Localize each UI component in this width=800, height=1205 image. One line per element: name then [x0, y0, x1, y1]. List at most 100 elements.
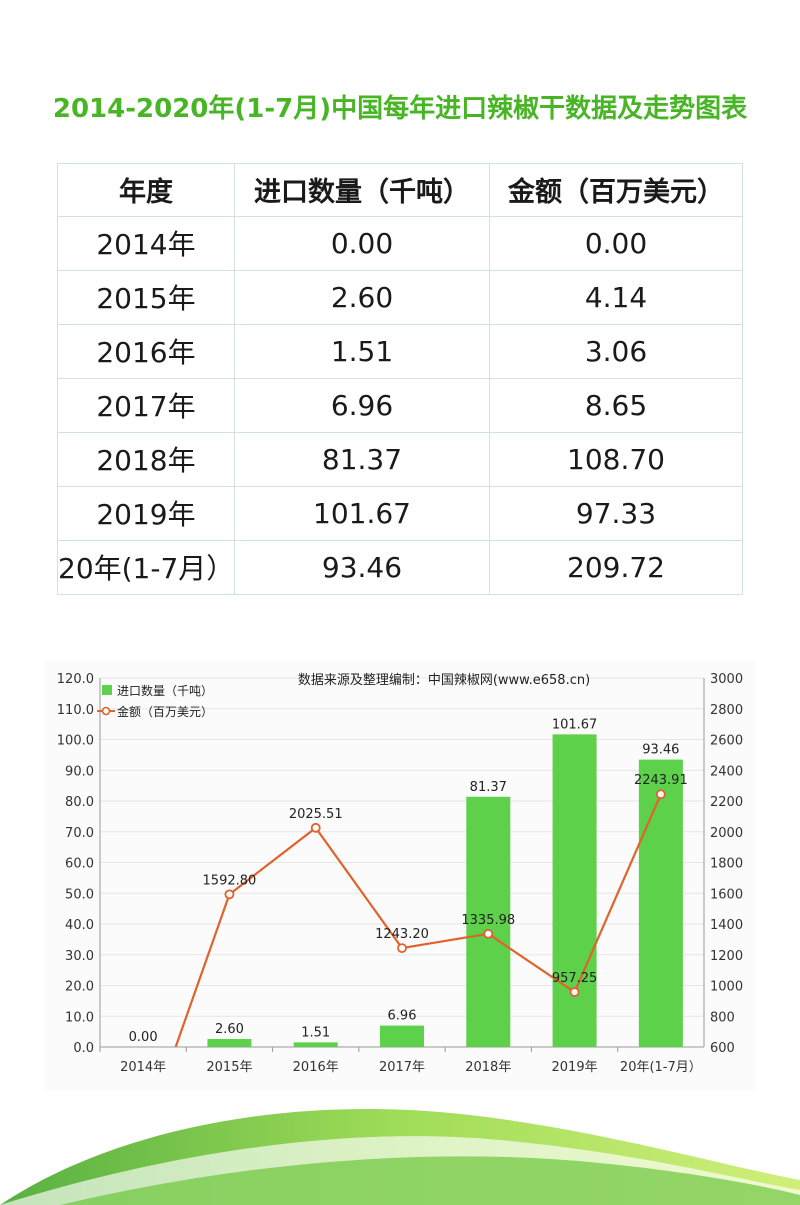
legend-label-bar: 进口数量（千吨）	[117, 683, 213, 698]
y-right-tick-label: 1600	[710, 887, 743, 902]
decorative-swoosh	[0, 1109, 800, 1205]
table-row: 2018年 81.37 108.70	[57, 431, 743, 487]
y-left-tick-label: 10.0	[65, 1010, 94, 1025]
line-data-label: 1243.20	[375, 927, 429, 942]
y-right-tick-label: 800	[710, 1010, 735, 1025]
line-data-label: 2025.51	[289, 807, 343, 822]
cell-amount: 97.33	[489, 485, 743, 541]
y-right-tick-label: 1800	[710, 857, 743, 872]
y-left-tick-label: 110.0	[57, 703, 94, 718]
table-row: 20年(1-7月） 93.46 209.72	[57, 539, 743, 596]
y-left-tick-label: 80.0	[65, 795, 94, 810]
cell-amount: 3.06	[489, 323, 743, 379]
y-right-tick-label: 600	[710, 1041, 735, 1056]
bar-data-label: 0.00	[129, 1030, 158, 1045]
combo-chart: 0.0 10.0 20.0 30.0 40.0 50.0 60.0 70.0 80.0 90.0 1…	[57, 672, 743, 1075]
y-left-tick-label: 20.0	[65, 980, 94, 995]
table-row: 2017年 6.96 8.65	[57, 377, 743, 433]
y-left-tick-label: 120.0	[57, 672, 94, 687]
chart-source-note: 数据来源及整理编制：中国辣椒网(www.e658.cn)	[298, 673, 590, 688]
y-right-tick-label: 3000	[710, 672, 743, 687]
line-data-label: 957.25	[552, 971, 598, 986]
y-right-tick-label: 2000	[710, 826, 743, 841]
bar	[380, 1025, 424, 1047]
bar	[638, 759, 683, 1047]
y-left-tick-label: 60.0	[65, 857, 94, 872]
legend-marker-line	[101, 706, 111, 716]
y-right-tick-label: 2200	[710, 795, 743, 810]
cell-amount: 0.00	[489, 215, 743, 271]
bar	[293, 1042, 338, 1047]
legend-swatch-bar	[102, 685, 112, 695]
y-right-tick-label: 1000	[710, 980, 743, 995]
y-left-tick-label: 0.0	[73, 1041, 94, 1056]
line-point	[569, 987, 580, 997]
y-right-tick-label: 2400	[710, 764, 743, 779]
bar-data-label: 81.37	[470, 780, 507, 795]
cell-amount: 108.70	[489, 431, 743, 487]
x-tick-label: 2019年	[552, 1060, 598, 1075]
cell-quantity: 2.60	[234, 269, 490, 325]
page-title: 2014-2020年(1-7月)中国每年进口辣椒干数据及走势图表	[52, 94, 748, 124]
table-row: 2019年 101.67 97.33	[57, 485, 743, 541]
legend-label-line: 金额（百万美元）	[117, 704, 213, 719]
import-data-table: 年度 进口数量（千吨） 金额（百万美元） 2014年 0.00 0.00 201…	[57, 163, 743, 596]
cell-year: 20年(1-7月）	[57, 539, 235, 596]
y-left-tick-label: 40.0	[65, 918, 94, 933]
bar-data-label: 93.46	[642, 743, 679, 758]
cell-quantity: 81.37	[234, 431, 490, 487]
header-quantity: 进口数量（千吨）	[234, 163, 490, 217]
cell-year: 2017年	[57, 377, 235, 433]
line-point	[397, 943, 407, 954]
x-tick-label: 2016年	[293, 1060, 339, 1075]
header-amount: 金额（百万美元）	[489, 163, 743, 217]
cell-year: 2018年	[57, 431, 235, 487]
cell-amount: 8.65	[489, 377, 743, 433]
table-header-row: 年度 进口数量（千吨） 金额（百万美元）	[57, 163, 743, 217]
cell-year: 2016年	[57, 323, 235, 379]
y-left-tick-label: 30.0	[65, 949, 94, 964]
cell-year: 2014年	[57, 215, 235, 271]
bar-data-label: 6.96	[388, 1009, 417, 1024]
header-year: 年度	[57, 163, 235, 217]
x-tick-label: 2017年	[379, 1060, 425, 1075]
line-point	[310, 822, 321, 833]
line-point	[483, 928, 494, 939]
y-right-tick-label: 1200	[710, 949, 743, 964]
y-left-tick-label: 70.0	[65, 826, 94, 841]
cell-quantity: 6.96	[234, 377, 490, 433]
x-tick-label: 20年(1-7月）	[620, 1060, 702, 1075]
line-data-label: 2243.91	[634, 773, 688, 788]
cell-quantity: 93.46	[234, 539, 490, 596]
y-right-tick-label: 2600	[710, 734, 743, 749]
bar-data-label: 101.67	[552, 717, 598, 732]
line-data-label: 1335.98	[461, 913, 515, 928]
table-row: 2016年 1.51 3.06	[57, 323, 743, 379]
y-left-tick-label: 100.0	[57, 734, 94, 749]
x-tick-label: 2014年	[120, 1060, 166, 1075]
line-point	[224, 889, 235, 900]
cell-quantity: 0.00	[234, 215, 490, 271]
cell-quantity: 1.51	[234, 323, 490, 379]
line-point	[655, 789, 666, 800]
y-right-tick-label: 2800	[710, 703, 743, 718]
cell-amount: 4.14	[489, 269, 743, 325]
chart-panel: 0.0 10.0 20.0 30.0 40.0 50.0 60.0 70.0 80.0 90.0 1…	[44, 660, 756, 1090]
cell-year: 2015年	[57, 269, 235, 325]
x-tick-label: 2015年	[206, 1060, 252, 1075]
x-tick-label: 2018年	[465, 1060, 511, 1075]
bar	[552, 734, 597, 1047]
bar-data-label: 1.51	[301, 1025, 330, 1040]
y-left-tick-label: 50.0	[65, 887, 94, 902]
line-data-label: 1592.80	[203, 873, 257, 888]
cell-amount: 209.72	[489, 539, 743, 596]
bar	[207, 1039, 252, 1047]
y-right-tick-label: 1400	[710, 918, 743, 933]
y-left-tick-label: 90.0	[65, 764, 94, 779]
cell-year: 2019年	[57, 485, 235, 541]
cell-quantity: 101.67	[234, 485, 490, 541]
bar	[466, 796, 511, 1047]
table-row: 2014年 0.00 0.00	[57, 215, 743, 271]
table-row: 2015年 2.60 4.14	[57, 269, 743, 325]
bar-data-label: 2.60	[215, 1022, 244, 1037]
